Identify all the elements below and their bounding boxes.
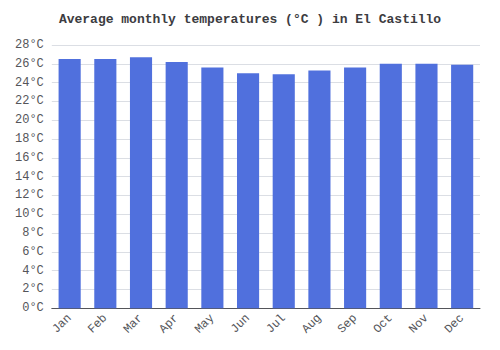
- svg-text:Dec: Dec: [442, 311, 467, 336]
- svg-text:Jul: Jul: [264, 311, 289, 336]
- svg-text:28°C: 28°C: [15, 38, 44, 52]
- svg-text:20°C: 20°C: [15, 113, 44, 127]
- svg-text:Jan: Jan: [49, 311, 74, 336]
- svg-text:2°C: 2°C: [22, 282, 44, 296]
- svg-text:Mar: Mar: [121, 311, 146, 336]
- svg-text:4°C: 4°C: [22, 264, 44, 278]
- svg-text:16°C: 16°C: [15, 151, 44, 165]
- svg-text:6°C: 6°C: [22, 245, 44, 259]
- svg-text:8°C: 8°C: [22, 226, 44, 240]
- svg-text:Nov: Nov: [406, 311, 431, 336]
- svg-text:Average monthly temperatures (: Average monthly temperatures (°C ) in El…: [59, 12, 441, 27]
- svg-text:Sep: Sep: [335, 311, 360, 336]
- svg-text:14°C: 14°C: [15, 170, 44, 184]
- svg-text:Aug: Aug: [299, 311, 324, 336]
- svg-text:18°C: 18°C: [15, 132, 44, 146]
- svg-text:10°C: 10°C: [15, 207, 44, 221]
- svg-text:26°C: 26°C: [15, 57, 44, 71]
- svg-text:Oct: Oct: [371, 311, 396, 336]
- svg-text:0°C: 0°C: [22, 301, 44, 315]
- svg-text:May: May: [192, 311, 217, 336]
- svg-text:Feb: Feb: [85, 311, 110, 336]
- svg-text:22°C: 22°C: [15, 94, 44, 108]
- svg-text:Apr: Apr: [156, 311, 181, 336]
- svg-text:24°C: 24°C: [15, 76, 44, 90]
- svg-text:12°C: 12°C: [15, 188, 44, 202]
- svg-text:Jun: Jun: [228, 311, 253, 336]
